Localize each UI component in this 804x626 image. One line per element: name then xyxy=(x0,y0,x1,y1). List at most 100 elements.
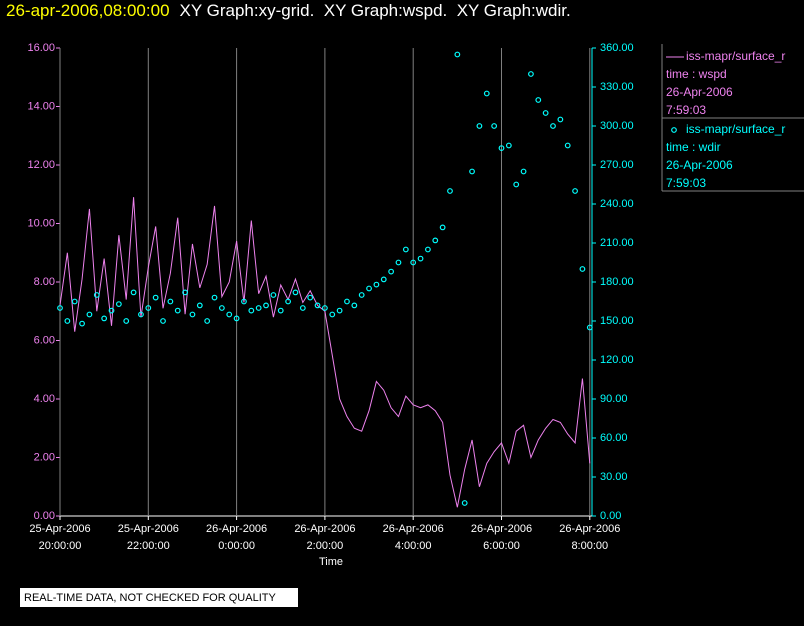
chart-subtitle: XY Graph:xy-grid. XY Graph:wspd. XY Grap… xyxy=(180,1,571,20)
scatter-point xyxy=(417,255,424,262)
scatter-point xyxy=(263,302,269,309)
x-tick-label: 26-Apr-2006 6:00:00 xyxy=(471,523,532,552)
x-tick-label: 25-Apr-2006 20:00:00 xyxy=(29,523,90,552)
y2-tick-label: 60.00 xyxy=(600,432,628,444)
legend-label: iss-mapr/surface_r xyxy=(686,122,785,136)
chart-title: 26-apr-2006,08:00:00 xyxy=(6,1,170,20)
scatter-point xyxy=(447,188,453,194)
x-tick-label: 26-Apr-2006 8:00:00 xyxy=(559,523,620,552)
y-tick-label: 12.00 xyxy=(27,159,55,171)
scatter-point xyxy=(329,311,336,318)
scatter-point xyxy=(64,318,71,324)
scatter-point xyxy=(86,311,93,318)
x-tick-label: 26-Apr-2006 4:00:00 xyxy=(383,523,444,552)
y2-tick-label: 150.00 xyxy=(600,315,634,327)
scatter-point xyxy=(564,142,571,149)
x-tick-label-line: 4:00:00 xyxy=(395,540,432,552)
scatter-point xyxy=(241,298,247,305)
x-tick-label-line: 22:00:00 xyxy=(127,540,170,552)
x-tick-label-line: 6:00:00 xyxy=(483,540,520,552)
x-tick-label-line: 26-Apr-2006 xyxy=(383,523,444,535)
legend-marker xyxy=(671,127,677,133)
x-tick-label-line: 25-Apr-2006 xyxy=(29,523,90,535)
scatter-point xyxy=(395,259,402,266)
scatter-point xyxy=(439,224,446,231)
scatter-point xyxy=(469,168,475,175)
scatter-point xyxy=(351,302,358,309)
x-tick-label-line: 0:00:00 xyxy=(218,540,255,552)
scatter-point xyxy=(586,324,593,331)
scatter-point xyxy=(491,123,498,129)
scatter-point xyxy=(123,318,130,324)
series-line xyxy=(59,197,591,508)
legend-detail: 7:59:03 xyxy=(666,103,706,117)
scatter-point xyxy=(358,292,365,298)
scatter-point xyxy=(299,305,306,311)
scatter-point xyxy=(498,145,505,152)
scatter-point xyxy=(432,237,439,244)
scatter-point xyxy=(542,110,549,116)
scatter-point xyxy=(71,298,78,305)
scatter-point xyxy=(211,294,218,301)
scatter-point xyxy=(572,188,578,194)
x-tick-label-line: 20:00:00 xyxy=(39,540,82,552)
footer-box xyxy=(20,588,298,607)
scatter-point xyxy=(483,90,490,97)
scatter-point xyxy=(285,298,292,305)
scatter-point xyxy=(277,307,284,314)
scatter-point xyxy=(130,289,137,296)
scatter-point xyxy=(579,266,586,272)
scatter-point xyxy=(115,301,122,308)
scatter-point xyxy=(248,307,255,314)
y2-tick-label: 30.00 xyxy=(600,471,628,483)
scatter-point xyxy=(189,311,196,318)
x-tick-label: 25-Apr-2006 22:00:00 xyxy=(118,523,179,552)
scatter-point xyxy=(145,305,152,311)
scatter-point xyxy=(182,289,188,296)
scatter-point xyxy=(160,318,166,324)
y2-tick-label: 300.00 xyxy=(600,120,634,132)
x-tick-label-line: 2:00:00 xyxy=(307,540,344,552)
y2-tick-label: 90.00 xyxy=(600,393,628,405)
scatter-point xyxy=(292,289,299,296)
scatter-point xyxy=(461,500,468,506)
y2-tick-label: 120.00 xyxy=(600,354,634,366)
legend-detail: time : wdir xyxy=(666,140,721,154)
y2-tick-label: 360.00 xyxy=(600,42,634,54)
y2-tick-label: 0.00 xyxy=(600,510,621,522)
x-tick-label-line: 26-Apr-2006 xyxy=(471,523,532,535)
y-tick-label: 8.00 xyxy=(34,276,55,288)
scatter-point xyxy=(196,302,203,309)
y2-tick-label: 270.00 xyxy=(600,159,634,171)
x-tick-label: 26-Apr-2006 0:00:00 xyxy=(206,523,267,552)
scatter-point xyxy=(101,315,108,322)
scatter-point xyxy=(233,315,240,322)
x-tick-label-line: 26-Apr-2006 xyxy=(206,523,267,535)
scatter-point xyxy=(321,305,328,311)
y2-tick-label: 180.00 xyxy=(600,276,634,288)
y2-tick-label: 210.00 xyxy=(600,237,634,249)
scatter-point xyxy=(167,298,174,305)
scatter-point xyxy=(138,311,144,318)
scatter-point xyxy=(513,181,520,188)
chart-heading: 26-apr-2006,08:00:00 XY Graph:xy-grid. XY… xyxy=(6,1,571,20)
scatter-point xyxy=(336,307,343,314)
scatter-point xyxy=(79,320,85,327)
scatter-point xyxy=(402,246,409,253)
legend-detail: 26-Apr-2006 xyxy=(666,158,733,172)
scatter-point xyxy=(57,305,63,311)
scatter-point xyxy=(505,142,512,149)
x-tick-label-line: 26-Apr-2006 xyxy=(559,523,620,535)
scatter-point xyxy=(204,318,211,324)
scatter-point xyxy=(535,97,542,103)
scatter-point xyxy=(152,294,159,301)
scatter-point xyxy=(520,168,527,175)
x-axis-label: Time xyxy=(319,556,343,568)
scatter-point xyxy=(476,123,483,129)
scatter-point xyxy=(366,285,372,292)
scatter-point xyxy=(218,305,225,311)
y2-tick-label: 330.00 xyxy=(600,81,634,93)
y-tick-label: 10.00 xyxy=(27,217,55,229)
scatter-point xyxy=(255,305,262,311)
